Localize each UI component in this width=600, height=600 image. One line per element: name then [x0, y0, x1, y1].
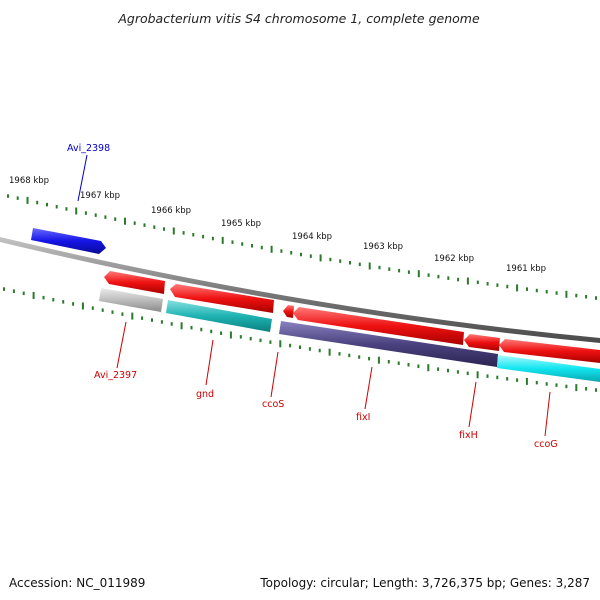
cog-ccog [497, 355, 600, 382]
cog-fixi [279, 321, 498, 367]
scale-label-1967: 1967 kbp [80, 191, 120, 201]
label-fixh[interactable]: fixH [459, 430, 478, 441]
scale-label-1968: 1968 kbp [9, 176, 49, 186]
gene-avi-2398-arrow[interactable] [31, 228, 106, 254]
callout-ccog [544, 391, 551, 437]
accession-text: Accession: NC_011989 [9, 576, 145, 590]
label-ccos[interactable]: ccoS [262, 399, 284, 410]
scale-label-1961: 1961 kbp [506, 264, 546, 274]
scale-label-1964: 1964 kbp [292, 232, 332, 242]
cog-gnd [166, 300, 272, 332]
topology-text: Topology: circular; Length: 3,726,375 bp… [259, 576, 590, 590]
callout-lines [77, 154, 551, 437]
inner-tick-ring [3, 287, 597, 392]
label-avi-2398[interactable]: Avi_2398 [67, 143, 110, 154]
callout-avi-2398 [77, 154, 88, 202]
scale-label-1962: 1962 kbp [434, 254, 474, 264]
genome-backbone [0, 237, 600, 343]
gene-fixh-arrow[interactable] [464, 334, 500, 351]
scale-labels: 1968 kbp 1967 kbp 1966 kbp 1965 kbp 1964… [9, 176, 546, 274]
gene-ccos-arrow[interactable] [283, 305, 294, 318]
callout-ccos [270, 351, 279, 398]
label-fixi[interactable]: fixI [356, 412, 370, 423]
gene-labels: Avi_2398 Avi_2397 gnd ccoS fixI fixH cco… [67, 143, 558, 450]
map-title: Agrobacterium vitis S4 chromosome 1, com… [117, 11, 480, 26]
gene-gnd-arrow[interactable] [170, 284, 274, 313]
label-ccog[interactable]: ccoG [534, 439, 558, 450]
reverse-cds-row [104, 271, 600, 363]
label-gnd[interactable]: gnd [196, 389, 214, 400]
cog-avi-2397 [99, 288, 163, 312]
gene-avi-2397-arrow[interactable] [104, 271, 165, 294]
callout-avi-2397 [116, 321, 127, 369]
label-avi-2397[interactable]: Avi_2397 [94, 370, 137, 381]
scale-label-1965: 1965 kbp [221, 219, 261, 229]
gene-fixi-arrow[interactable] [293, 307, 464, 345]
cog-band [99, 288, 600, 382]
scale-label-1963: 1963 kbp [363, 242, 403, 252]
scale-label-1966: 1966 kbp [151, 206, 191, 216]
callout-gnd [205, 339, 214, 386]
outer-tick-ring [7, 194, 597, 300]
gene-ccog-arrow[interactable] [499, 339, 600, 363]
callout-fixh [468, 381, 477, 428]
callout-fixi [364, 366, 373, 410]
